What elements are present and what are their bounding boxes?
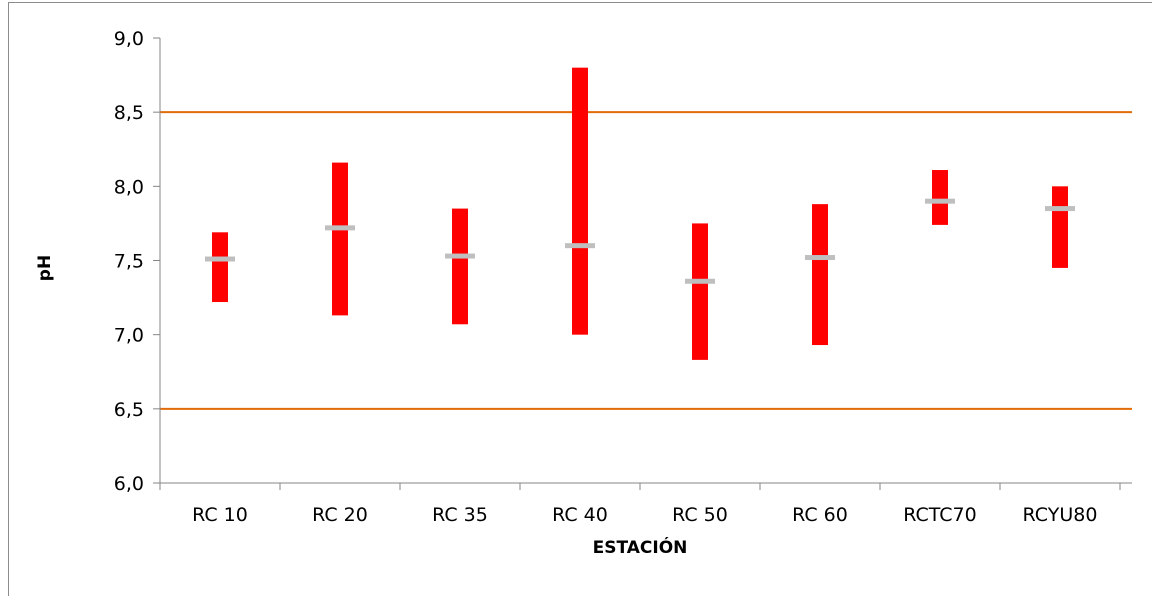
range-bar (812, 204, 828, 346)
y-tick-label: 7,0 (114, 325, 144, 347)
reference-lines (160, 111, 1132, 410)
x-axis-ticks: RC 10 RC 20 RC 35 RC 40 RC 50 RC 60 RCTC70 RCYU… (159, 483, 1121, 526)
mean-marker (805, 255, 835, 261)
mean-marker (565, 243, 595, 249)
y-tick-label: 6,5 (114, 399, 144, 421)
range-bar (332, 162, 348, 316)
x-tick-label: RCTC70 (903, 504, 976, 526)
mean-marker (325, 225, 355, 231)
y-tick-label: 8,0 (114, 176, 144, 198)
x-tick-label: RC 40 (552, 504, 608, 526)
range-bar (692, 223, 708, 360)
x-tick-label: RC 10 (192, 504, 248, 526)
x-tick-label: RC 20 (312, 504, 368, 526)
y-tick-label: 6,0 (114, 473, 144, 495)
x-tick-label: RC 50 (672, 504, 728, 526)
mean-marker (925, 198, 955, 204)
x-tick-label: RC 60 (792, 504, 848, 526)
range-bar (212, 232, 228, 303)
range-bar (452, 208, 468, 325)
range-bars (212, 67, 1068, 360)
mean-markers (205, 198, 1075, 284)
x-axis-title: ESTACIÓN (593, 536, 688, 558)
mean-marker (1045, 206, 1075, 212)
mean-marker (205, 256, 235, 262)
x-tick-label: RCYU80 (1023, 504, 1098, 526)
range-bar (572, 67, 588, 335)
y-tick-label: 9,0 (114, 28, 144, 50)
range-bar (1052, 186, 1068, 268)
axes (159, 38, 1132, 484)
mean-marker (445, 253, 475, 259)
x-tick-label: RC 35 (432, 504, 488, 526)
y-axis-title: pH (35, 255, 55, 281)
y-tick-label: 8,5 (114, 102, 144, 124)
y-axis-ticks: 6,0 6,5 7,0 7,5 8,0 8,5 9,0 (114, 28, 160, 495)
y-tick-label: 7,5 (114, 251, 144, 273)
mean-marker (685, 278, 715, 284)
range-bar (932, 170, 948, 225)
